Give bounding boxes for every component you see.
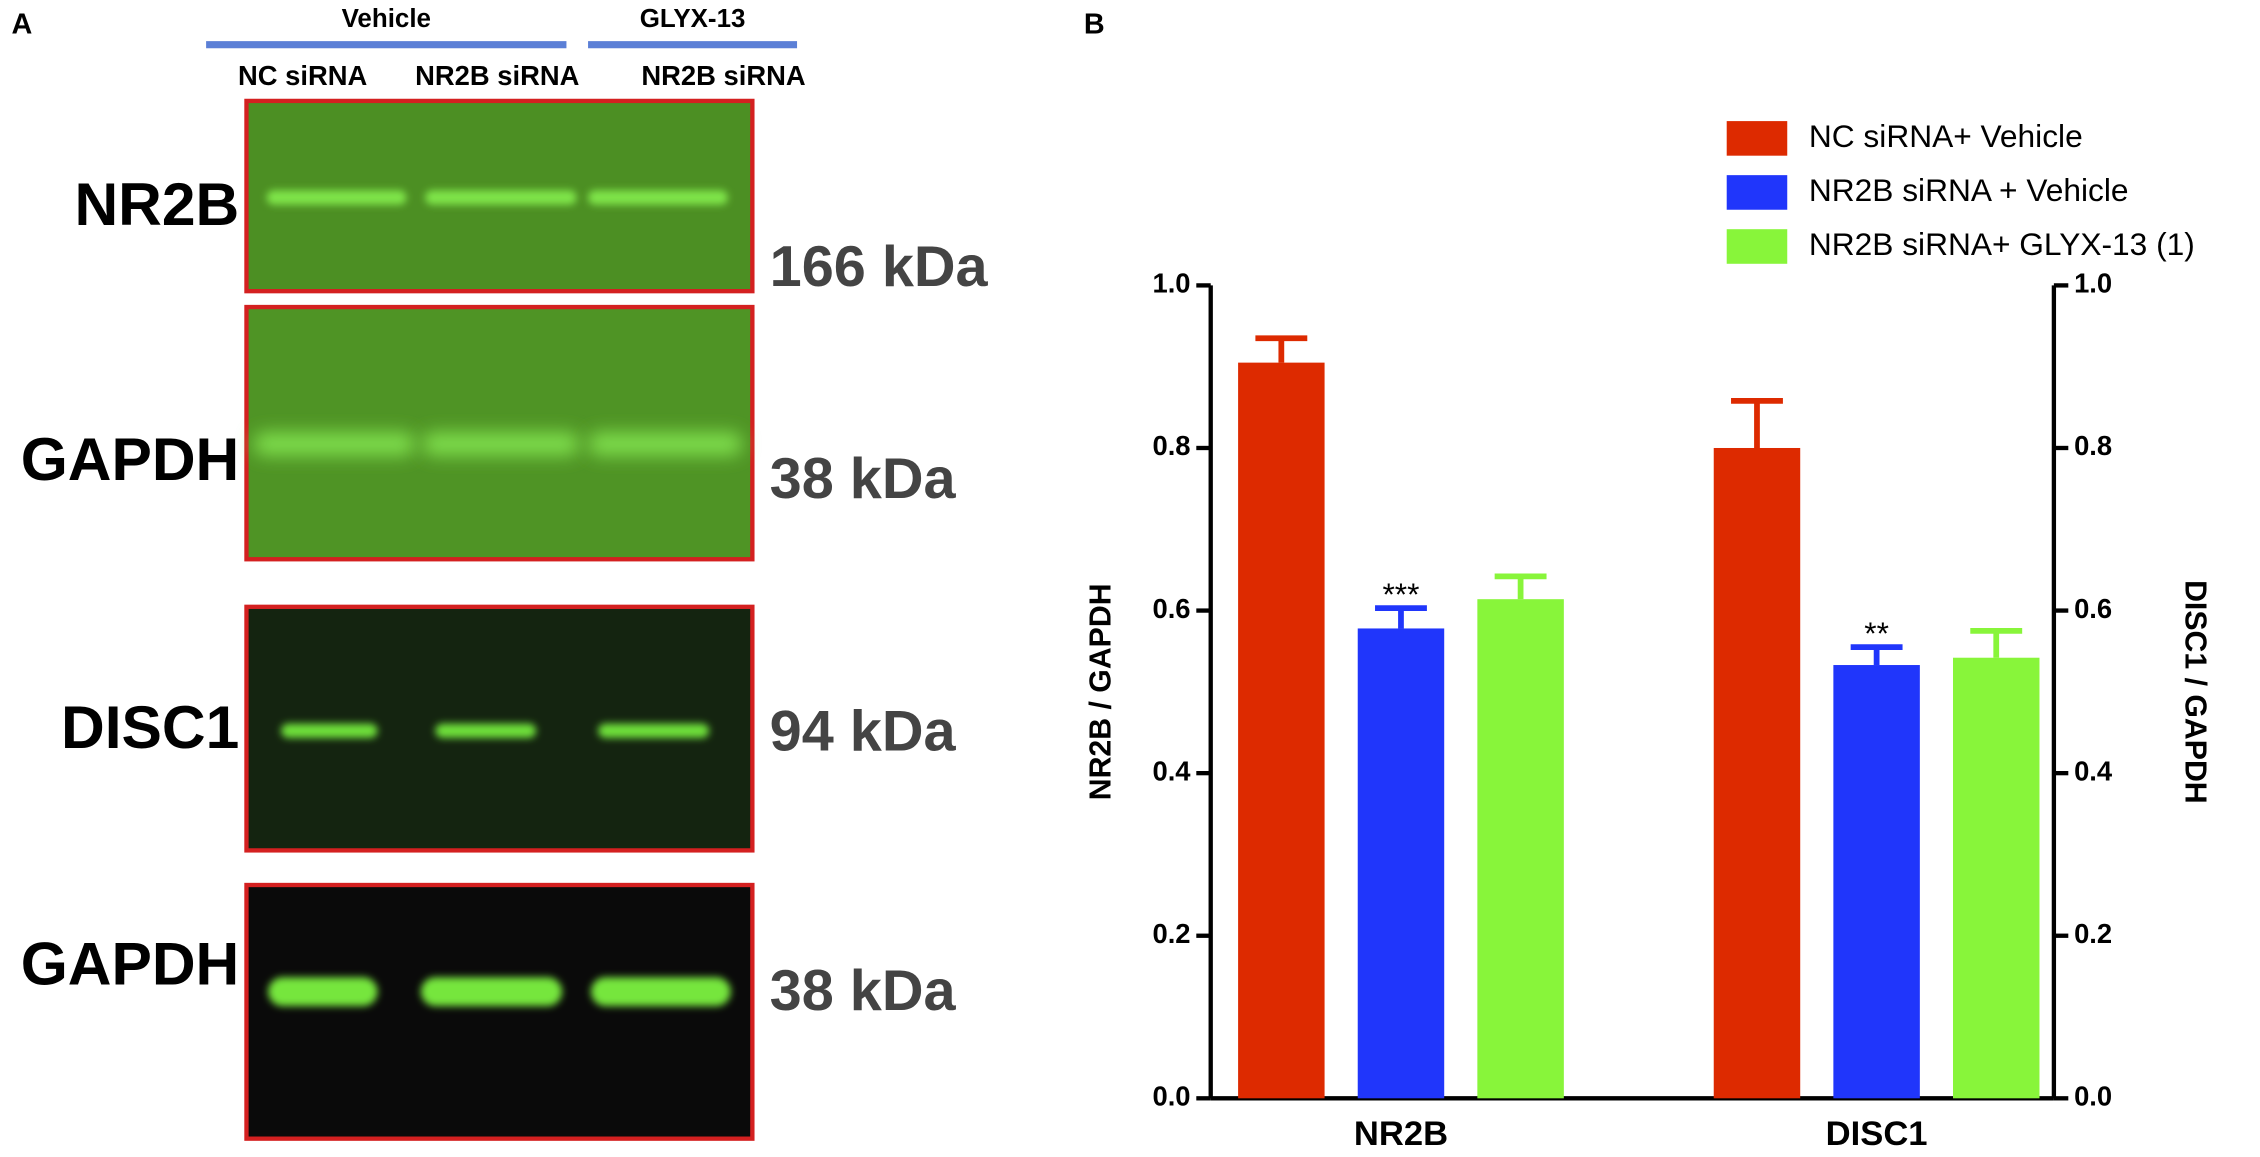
- y2-tick-label: 0.2: [2074, 918, 2112, 949]
- y-tick-label: 0.2: [1152, 918, 1190, 949]
- bar: [1238, 362, 1325, 1099]
- x-tick-label: DISC1: [1826, 1115, 1928, 1153]
- error-bar: [1970, 628, 2023, 658]
- error-bar: [1375, 605, 1427, 629]
- blot-band: [598, 723, 710, 738]
- blot-band: [420, 977, 563, 1007]
- y2-tick-label: 0.4: [2074, 755, 2113, 786]
- panel-label: A: [12, 9, 33, 41]
- y2-tick-label: 0.6: [2074, 593, 2112, 624]
- blot-band: [588, 432, 743, 456]
- y2-tick-label: 0.0: [2074, 1081, 2112, 1112]
- legend-label: NR2B siRNA + Vehicle: [1809, 172, 2129, 208]
- legend-swatch: [1726, 175, 1788, 210]
- lane-label: NR2B siRNA: [415, 60, 580, 91]
- error-bar: [1494, 573, 1547, 600]
- legend-swatch: [1726, 121, 1788, 156]
- blot-band: [435, 723, 537, 738]
- protein-label: GAPDH: [21, 930, 240, 998]
- size-label: 38 kDa: [770, 959, 957, 1023]
- protein-label: GAPDH: [21, 425, 240, 493]
- bar: [1477, 599, 1564, 1099]
- error-bar: [1850, 644, 1903, 666]
- significance-label: **: [1864, 615, 1889, 651]
- bar: [1357, 628, 1445, 1099]
- group-label: Vehicle: [342, 5, 431, 33]
- blot-band: [281, 723, 378, 738]
- blot-band: [422, 432, 580, 456]
- y-tick-label: 0.6: [1152, 593, 1190, 624]
- y2-axis-title: DISC1 / GAPDH: [2179, 580, 2212, 804]
- blot-band: [266, 190, 407, 205]
- blot-band: [590, 977, 731, 1007]
- size-label: 94 kDa: [770, 699, 957, 763]
- y-tick-label: 1.0: [1152, 268, 1190, 299]
- blot-frame: [244, 882, 755, 1141]
- group-label: GLYX-13: [640, 5, 746, 33]
- bar: [1833, 665, 1920, 1099]
- y2-tick-label: 0.8: [2074, 430, 2112, 461]
- blot-band: [588, 190, 728, 205]
- size-label: 166 kDa: [770, 235, 989, 299]
- y-axis-title: NR2B / GAPDH: [1085, 583, 1118, 800]
- protein-label: NR2B: [74, 170, 239, 238]
- bar: [1952, 657, 2040, 1099]
- protein-label: DISC1: [61, 693, 239, 761]
- significance-label: ***: [1382, 576, 1419, 612]
- blot-band: [268, 977, 378, 1007]
- blot-band: [253, 432, 416, 456]
- legend-label: NC siRNA+ Vehicle: [1809, 118, 2083, 154]
- legend-swatch: [1726, 229, 1788, 264]
- y-tick-label: 0.4: [1152, 755, 1191, 786]
- lane-label: NR2B siRNA: [641, 60, 806, 91]
- y-tick-label: 0.0: [1152, 1081, 1190, 1112]
- y-tick-label: 0.8: [1152, 430, 1190, 461]
- error-bar: [1731, 397, 1783, 448]
- x-tick-label: NR2B: [1354, 1115, 1448, 1153]
- legend-label: NR2B siRNA+ GLYX-13 (1): [1809, 226, 2195, 262]
- panel-label: B: [1084, 9, 1105, 41]
- size-label: 38 kDa: [770, 447, 957, 511]
- bar: [1713, 447, 1801, 1099]
- y2-tick-label: 1.0: [2074, 268, 2112, 299]
- error-bar: [1255, 335, 1308, 363]
- blot-band: [425, 190, 577, 205]
- lane-label: NC siRNA: [238, 60, 368, 91]
